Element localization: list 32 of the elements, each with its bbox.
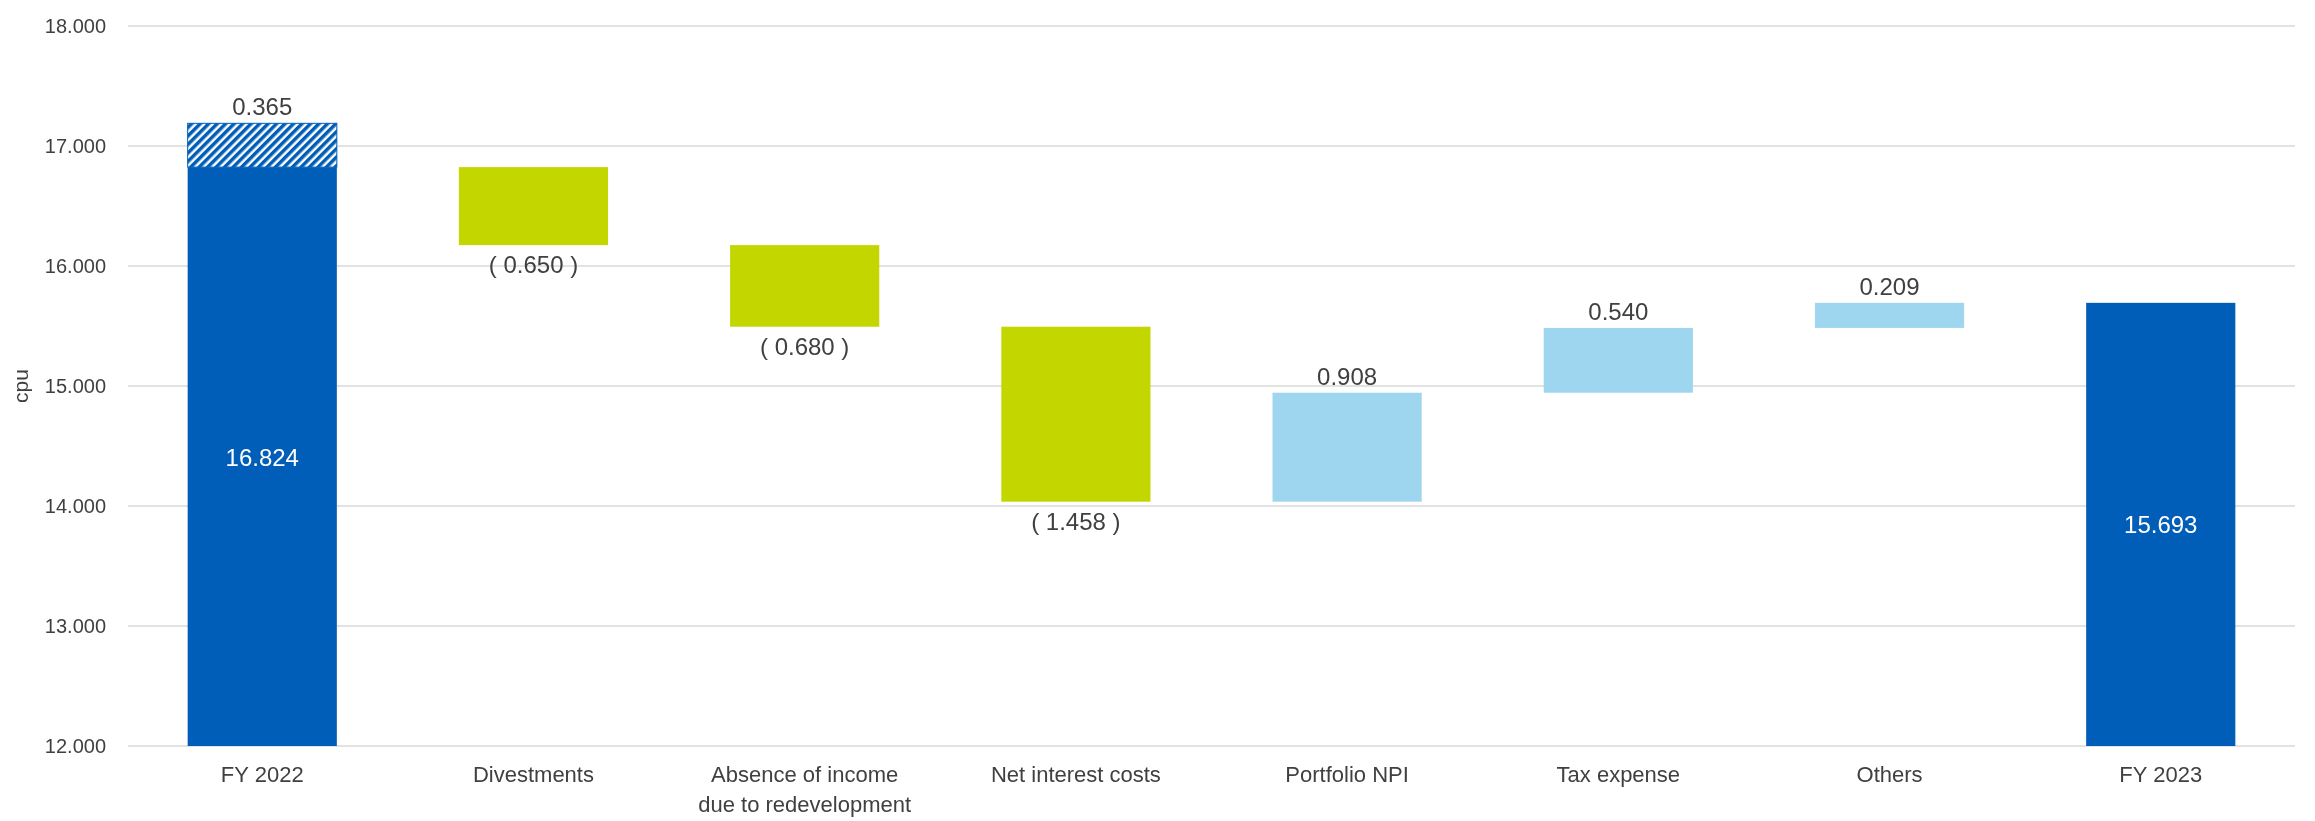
data-label: 0.908 [1317, 362, 1378, 390]
y-tick-label: 14.000 [44, 495, 106, 517]
data-label: 16.824 [225, 443, 299, 471]
data-label: ( 1.458 ) [1031, 507, 1121, 535]
bar [1543, 327, 1693, 393]
x-tick-label: Divestments [472, 762, 594, 787]
y-tick-label: 16.000 [44, 255, 106, 277]
y-axis-title: cpu [9, 369, 32, 403]
x-tick-label: Others [1856, 762, 1923, 787]
data-label: ( 0.680 ) [759, 332, 850, 360]
x-tick-label: Net interest costs [990, 762, 1161, 787]
bar [2086, 302, 2236, 746]
x-tick-label: Portfolio NPI [1285, 762, 1409, 787]
x-tick-label: Tax expense [1556, 762, 1681, 787]
bar [1001, 326, 1151, 502]
y-tick-label: 18.000 [44, 15, 106, 37]
data-label: 0.365 [232, 93, 293, 121]
y-tick-label: 17.000 [44, 135, 106, 157]
y-tick-label: 13.000 [44, 615, 106, 637]
y-tick-label: 12.000 [44, 735, 106, 757]
bar [1272, 392, 1422, 502]
y-tick-label: 15.000 [44, 375, 106, 397]
x-tick-label: FY 2023 [2119, 762, 2203, 787]
data-label: 0.540 [1588, 297, 1649, 325]
x-tick-label: Absence of income due to redevelopment [698, 762, 912, 817]
data-label: 15.693 [2124, 511, 2198, 539]
data-label: 0.209 [1859, 272, 1920, 300]
bar [458, 167, 609, 246]
data-label: ( 0.650 ) [488, 251, 579, 279]
x-tick-label: FY 2022 [220, 762, 304, 787]
bar [1814, 302, 1965, 328]
bar [730, 245, 880, 327]
